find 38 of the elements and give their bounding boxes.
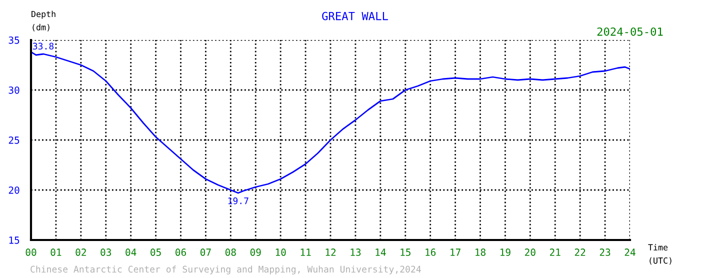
y-tick-label: 15 [9, 236, 20, 244]
x-tick-label: 18 [476, 248, 486, 256]
x-tick-label: 23 [600, 248, 610, 256]
x-tick-label: 04 [126, 248, 136, 256]
x-tick-label: 14 [376, 248, 386, 256]
x-tick-label: 21 [550, 248, 560, 256]
y-tick-label: 30 [8, 86, 20, 94]
x-tick-label: 07 [200, 248, 211, 256]
x-tick-label: 01 [50, 248, 62, 256]
annotation: 19.7 [228, 197, 248, 204]
chart-title: GREAT WALL [322, 12, 388, 20]
x-tick-label: 22 [574, 248, 586, 256]
x-tick-label: 17 [450, 248, 460, 256]
chart-subtitle: 2024-05-01 [597, 27, 663, 36]
x-tick-label: 15 [400, 248, 410, 256]
x-tick-label: 06 [176, 248, 186, 256]
x-tick-label: 09 [250, 248, 261, 256]
x-tick-label: 19 [500, 248, 510, 256]
x-tick-label: 12 [326, 248, 336, 256]
x-tick-label: 16 [426, 248, 436, 256]
y-tick-label: 35 [8, 36, 20, 44]
y-tick-label: 20 [8, 186, 20, 194]
x-axis-title: Time (UTC) [648, 244, 672, 265]
x-tick-label: 05 [150, 248, 161, 256]
x-tick-label: 08 [225, 248, 236, 256]
x-tick-label: 03 [100, 248, 111, 256]
x-tick-label: 02 [76, 248, 86, 256]
x-tick-label: 13 [350, 248, 361, 256]
x-tick-label: 20 [525, 248, 536, 256]
y-tick-label: 25 [8, 136, 20, 144]
x-tick-label: 24 [624, 248, 636, 256]
x-tick-label: 11 [300, 248, 311, 256]
line-series [31, 51, 630, 194]
y-axis-title: Depth (dm) [32, 10, 56, 32]
x-tick-label: 10 [276, 248, 286, 256]
annotation: 33.8 [32, 42, 54, 50]
text: Chinese Antarctic Center of Surveying and Mapping, Wuhan University,2024 [30, 266, 421, 274]
x-tick-label: 00 [26, 248, 36, 256]
